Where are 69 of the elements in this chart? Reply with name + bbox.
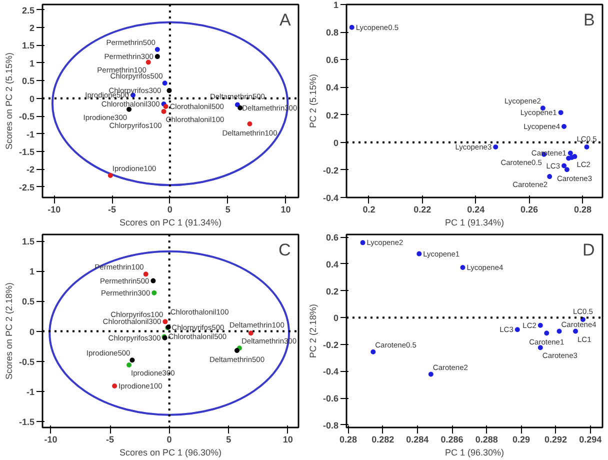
y-tick-label: -1.5 — [18, 416, 35, 427]
y-tick-label: 1 — [29, 266, 35, 277]
y-tick-label: -0.8 — [322, 420, 339, 430]
y-tick-label: 0.8 — [326, 28, 339, 38]
x-tick-label: 0.29 — [512, 434, 530, 444]
annotation: B — [583, 10, 595, 30]
x-tick-label: 0.282 — [372, 434, 394, 444]
x-tick-label: 0.22 — [414, 204, 432, 214]
y-tick-label: -0.4 — [322, 366, 339, 377]
y-tick-label: 0 — [333, 138, 339, 148]
x-tick-label: -5 — [108, 204, 116, 214]
y-tick-label: 0.2 — [326, 286, 339, 296]
x-tick-label: 0.288 — [475, 434, 498, 444]
x-tick-label: 10 — [282, 434, 293, 444]
y-tick-label: -0.6 — [322, 394, 339, 404]
y-tick-label: 2.5 — [22, 5, 35, 16]
y-tick-label: 0.6 — [326, 55, 339, 66]
x-tick-label: -5 — [106, 434, 114, 444]
x-tick-label: 0.286 — [440, 434, 464, 444]
x-tick-label: 5 — [225, 204, 230, 214]
x-tick-label: 0.28 — [339, 434, 358, 444]
x-axis-title: Scores on PC 1 (96.30%) — [119, 448, 222, 458]
y-tick-label: 0 — [333, 313, 339, 324]
y-tick-label: 2 — [29, 23, 35, 34]
x-tick-label: -10 — [44, 434, 58, 444]
y-tick-label: 1 — [333, 0, 339, 10]
y-tick-label: 1 — [29, 58, 35, 68]
annotation: A — [279, 10, 292, 30]
x-tick-label: 0.28 — [574, 204, 592, 214]
y-tick-label: -0.2 — [322, 165, 339, 176]
x-axis-title: PC 1 (91.34%) — [444, 218, 504, 228]
y-tick-label: 0.4 — [326, 259, 339, 270]
x-tick-label: 0.292 — [544, 434, 568, 444]
x-tick-label: 0 — [166, 434, 172, 444]
y-tick-label: 0.2 — [326, 110, 339, 120]
y-tick-label: 0.6 — [326, 232, 339, 243]
y-tick-label: -0.4 — [322, 193, 339, 203]
y-tick-label: 0 — [29, 94, 35, 104]
y-tick-label: -2.5 — [18, 182, 35, 192]
y-axis-title: PC 2 (5.15%) — [308, 74, 318, 128]
y-tick-label: -2 — [26, 164, 35, 175]
x-axis-title: PC 1 (96.30%) — [444, 448, 504, 458]
x-tick-label: 0.2 — [362, 204, 376, 214]
x-tick-label: 0.294 — [579, 434, 602, 444]
x-tick-label: 5 — [226, 434, 232, 444]
y-axis-title: PC 2 (2.18%) — [308, 304, 318, 358]
x-tick-label: 0.284 — [406, 434, 429, 444]
y-tick-label: -0.5 — [18, 112, 35, 122]
y-axis-title: Scores on PC 2 (2.18%) — [4, 282, 14, 380]
x-tick-label: 0.24 — [467, 204, 485, 214]
y-tick-label: 1.5 — [22, 40, 35, 51]
x-axis-title: Scores on PC 1 (91.34%) — [119, 218, 222, 228]
y-tick-label: 1.5 — [22, 236, 35, 247]
y-axis-title: Scores on PC 2 (5.15%) — [4, 52, 14, 150]
x-tick-label: 0 — [167, 204, 172, 214]
y-tick-label: 0.4 — [326, 82, 339, 93]
y-tick-label: -1 — [26, 129, 35, 140]
x-tick-label: -10 — [48, 204, 61, 214]
x-tick-label: 10 — [280, 204, 291, 214]
annotation: C — [278, 240, 291, 260]
x-tick-label: 0.26 — [520, 204, 538, 214]
y-tick-label: -1 — [26, 386, 35, 397]
y-tick-label: -0.2 — [322, 340, 339, 350]
y-tick-label: 0.5 — [22, 76, 35, 86]
y-tick-label: -0.5 — [18, 356, 35, 367]
y-tick-label: -1.5 — [18, 146, 35, 157]
y-tick-label: 0 — [29, 326, 35, 337]
y-tick-label: 0.5 — [22, 296, 35, 307]
annotation: D — [582, 240, 595, 260]
